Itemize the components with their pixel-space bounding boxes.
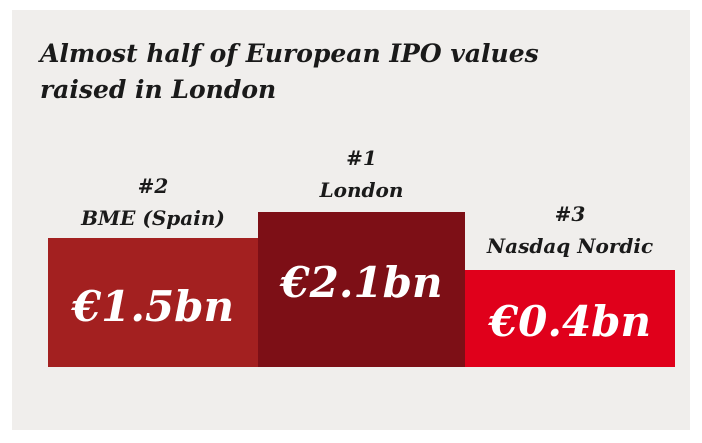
title: Almost half of European IPO values raise… [40,39,539,104]
value: €2.1bn [280,258,443,307]
market-name: BME (Spain) [81,206,225,230]
value: €1.5bn [71,282,235,331]
podium-third: #3 Nasdaq Nordic €0.4bn [465,198,675,367]
podium-block: €1.5bn [48,238,258,367]
market-name: London [319,178,404,202]
panel: Almost half of European IPO values raise… [12,10,690,430]
value: €0.4bn [488,297,652,346]
podium-block: €2.1bn [258,212,465,367]
rank: #2 [137,174,169,198]
podium-first: #1 London €2.1bn [258,142,465,367]
market-name: Nasdaq Nordic [486,234,654,258]
podium-block: €0.4bn [465,270,675,367]
podium-second: #2 BME (Spain) €1.5bn [48,170,258,367]
rank: #1 [346,146,377,170]
rank: #3 [554,202,586,226]
